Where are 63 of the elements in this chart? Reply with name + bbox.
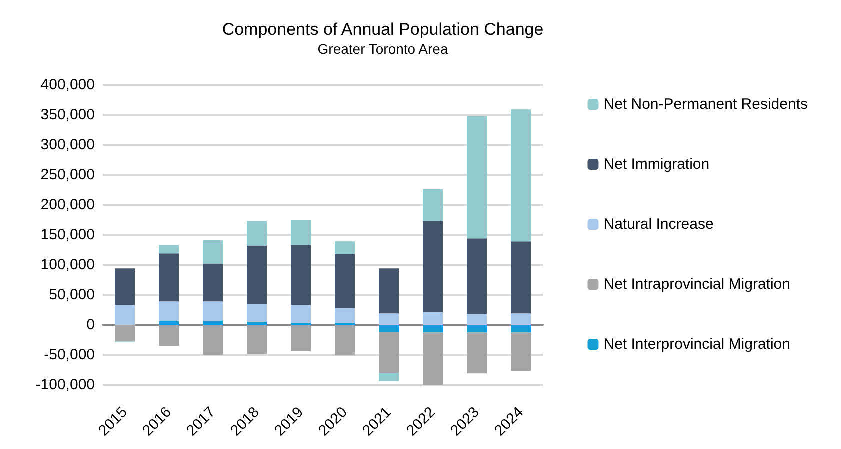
bar	[203, 320, 223, 325]
bar	[423, 312, 443, 325]
bar	[291, 245, 311, 306]
chart-title: Components of Annual Population Change	[222, 20, 544, 39]
bar	[247, 304, 267, 322]
bar	[335, 308, 355, 324]
legend-label: Natural Increase	[604, 216, 714, 233]
chart-subtitle: Greater Toronto Area	[318, 41, 448, 57]
bar	[291, 324, 311, 352]
bar	[247, 324, 267, 354]
y-tick-label: 400,000	[40, 76, 95, 94]
bar	[423, 189, 443, 222]
bar	[379, 332, 399, 373]
legend-label: Net Interprovincial Migration	[604, 336, 790, 353]
bar	[247, 322, 267, 325]
bar	[203, 240, 223, 264]
bar	[511, 110, 531, 242]
bar	[115, 268, 135, 306]
y-tick-label: 300,000	[40, 136, 95, 154]
bar	[159, 324, 179, 346]
bar	[203, 324, 223, 355]
y-tick-label: 250,000	[40, 166, 95, 184]
bar	[247, 246, 267, 304]
y-tick-label: 350,000	[40, 106, 95, 124]
bar	[467, 314, 487, 325]
legend-label: Net Non-Permanent Residents	[604, 96, 808, 113]
bar	[115, 324, 135, 342]
bar	[335, 254, 355, 308]
bar	[335, 242, 355, 254]
bar	[379, 372, 399, 382]
bar	[291, 220, 311, 246]
y-tick-label: 50,000	[49, 286, 95, 304]
bar	[511, 324, 531, 333]
bar	[467, 116, 487, 239]
legend-label: Net Immigration	[604, 156, 710, 173]
bar	[203, 264, 223, 302]
bar	[115, 305, 135, 325]
y-tick-label: 200,000	[40, 196, 95, 214]
y-tick-label: 150,000	[40, 226, 95, 244]
y-tick-label: -100,000	[36, 376, 95, 394]
bar	[335, 324, 355, 356]
bar	[159, 254, 179, 302]
y-tick-label: 100,000	[40, 256, 95, 274]
bar	[291, 305, 311, 324]
bar	[379, 314, 399, 325]
bar	[511, 332, 531, 372]
y-tick-label: -50,000	[44, 346, 95, 364]
bar	[379, 324, 399, 332]
bar	[159, 302, 179, 322]
bar	[467, 332, 487, 374]
bar	[511, 314, 531, 325]
bar	[159, 321, 179, 325]
bar	[467, 238, 487, 314]
bar	[247, 221, 267, 246]
bar	[423, 221, 443, 312]
bar	[467, 324, 487, 333]
y-tick-label: 0	[86, 316, 95, 334]
bar	[203, 302, 223, 321]
bar	[159, 245, 179, 254]
bar	[379, 268, 399, 314]
legend-label: Net Intraprovincial Migration	[604, 276, 790, 293]
bar	[423, 324, 443, 333]
bar	[511, 242, 531, 314]
